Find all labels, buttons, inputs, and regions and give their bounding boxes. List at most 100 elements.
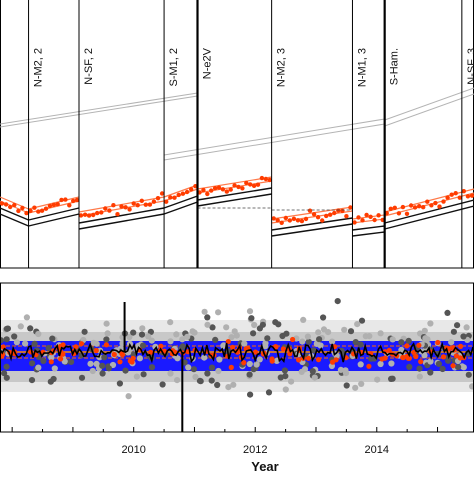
scatter-point — [192, 373, 199, 381]
data-point — [461, 189, 466, 194]
data-point — [67, 203, 72, 208]
data-point — [437, 204, 442, 209]
scatter-point — [90, 339, 97, 346]
scatter-point — [28, 360, 36, 367]
scatter-point — [262, 343, 269, 350]
scatter-point — [45, 344, 52, 352]
scatter-point — [315, 329, 322, 336]
scatter-point — [357, 361, 364, 368]
scatter-point — [220, 342, 227, 349]
scatter-point — [300, 316, 307, 323]
scatter-point — [463, 324, 470, 331]
scatter-point — [167, 319, 174, 326]
data-point — [228, 187, 233, 192]
scatter-point — [140, 371, 147, 378]
scatter-point — [251, 321, 258, 329]
scatter-point — [264, 335, 271, 342]
scatter-point — [204, 321, 211, 328]
scatter-point — [201, 354, 208, 361]
data-point — [441, 199, 446, 204]
data-point — [236, 184, 241, 190]
data-point — [99, 210, 104, 215]
red-point — [400, 354, 406, 361]
scatter-point — [427, 320, 434, 327]
scatter-point — [357, 341, 364, 348]
fit-line — [271, 210, 353, 224]
data-point — [176, 192, 181, 198]
scatter-point — [212, 336, 219, 343]
data-point — [123, 205, 128, 210]
x-tick-label: 2010 — [121, 444, 145, 456]
scatter-point — [78, 374, 86, 381]
data-point — [86, 213, 92, 218]
red-point — [252, 349, 259, 355]
data-point — [55, 202, 60, 207]
reference-line — [163, 123, 385, 161]
scatter-point — [3, 336, 10, 343]
scatter-point — [3, 374, 10, 381]
scatter-point — [304, 333, 311, 340]
scatter-point — [215, 309, 222, 316]
scatter-point — [223, 324, 230, 331]
data-point — [287, 218, 292, 223]
scatter-point — [352, 339, 359, 346]
data-point — [396, 211, 402, 216]
scatter-point — [87, 360, 94, 367]
x-axis-label: Year — [251, 459, 278, 474]
data-point — [417, 204, 422, 209]
data-point — [303, 216, 309, 222]
data-point — [299, 218, 305, 224]
scatter-point — [214, 381, 221, 389]
data-point — [248, 182, 253, 187]
data-point — [135, 203, 140, 208]
scatter-point — [398, 339, 405, 346]
data-point — [127, 207, 132, 212]
scatter-point — [17, 323, 24, 330]
red-point — [58, 356, 64, 362]
scatter-point — [105, 365, 112, 372]
scatter-point — [325, 329, 332, 336]
red-point — [287, 351, 293, 357]
data-point — [332, 210, 337, 216]
scatter-point — [275, 321, 282, 328]
data-point — [421, 205, 426, 210]
scatter-point — [444, 309, 451, 316]
red-point — [48, 359, 54, 365]
red-point — [418, 359, 424, 365]
red-point — [366, 363, 372, 369]
scatter-point — [174, 377, 181, 384]
data-point — [71, 198, 76, 204]
scatter-point — [374, 376, 381, 383]
data-point — [103, 206, 108, 211]
envelope-upper — [197, 187, 272, 201]
scatter-point — [184, 333, 191, 340]
scatter-point — [68, 358, 75, 365]
red-point — [73, 344, 79, 350]
reference-line — [384, 93, 474, 127]
scatter-point — [282, 373, 289, 380]
fit-line — [384, 188, 474, 213]
scatter-point — [81, 328, 88, 335]
scatter-point — [228, 334, 235, 341]
data-point — [352, 220, 357, 225]
scatter-point — [49, 335, 56, 342]
scatter-point — [250, 366, 257, 373]
scatter-point — [23, 314, 30, 321]
scatter-point — [147, 328, 154, 335]
event-label: N-SF, 3 — [466, 48, 474, 85]
scatter-point — [22, 340, 29, 347]
data-point — [155, 196, 161, 201]
data-point — [189, 187, 194, 192]
scatter-point — [343, 382, 350, 389]
scatter-point — [148, 337, 155, 344]
scatter-point — [406, 363, 413, 370]
bottom-panel: 2010 2012 2014 — [0, 282, 474, 456]
data-point — [400, 204, 406, 210]
event-label: N-e2V — [202, 47, 214, 79]
data-point — [168, 195, 173, 200]
scatter-point — [377, 330, 384, 337]
data-point — [425, 199, 430, 204]
scatter-point — [354, 321, 361, 328]
scatter-point — [196, 377, 203, 384]
event-label: N-M2, 2 — [33, 48, 45, 87]
